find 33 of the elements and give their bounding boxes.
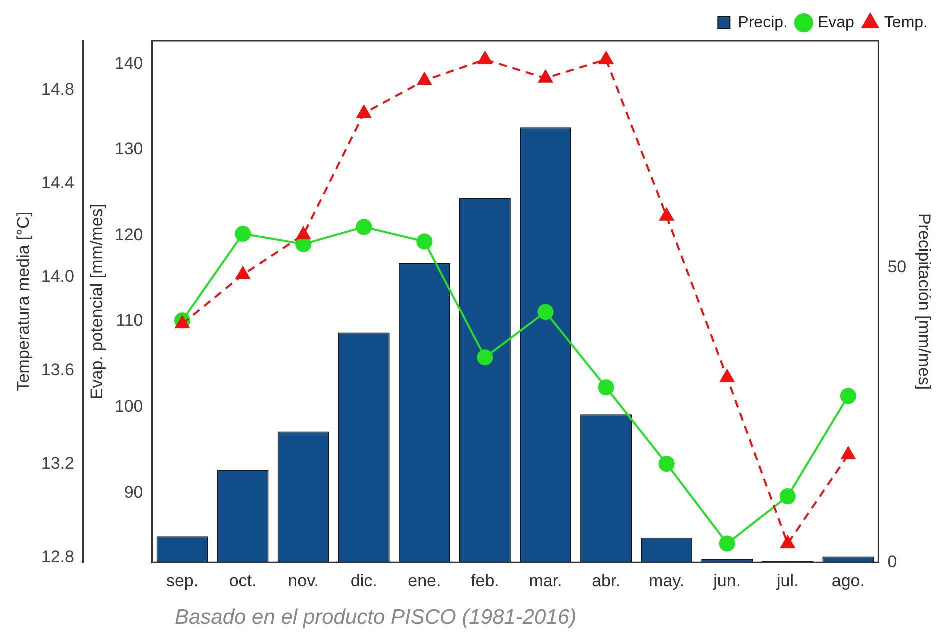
legend-label: Precip.	[738, 14, 788, 32]
x-tick-label: oct.	[229, 571, 257, 590]
y-tick-label: 140	[114, 54, 144, 73]
x-tick-label: jul.	[776, 571, 799, 590]
legend-label: Evap	[818, 14, 855, 32]
text: Basado en el producto PISCO (1981-2016)	[175, 606, 577, 630]
y3-tick-label: 14.8	[41, 80, 74, 99]
y2-tick-label: 50	[888, 258, 907, 277]
y-tick-label: 110	[116, 311, 144, 330]
x-tick-label: feb.	[471, 571, 500, 590]
x-tick-label: mar.	[529, 571, 562, 590]
x-tick-label: jun.	[712, 571, 742, 590]
y-tick-label: 90	[124, 482, 144, 502]
x-tick-label: may.	[649, 571, 685, 590]
x-tick-label: dic.	[350, 571, 378, 590]
y3-axis-title: Temperatura media [°C]	[14, 212, 33, 392]
legend-label: Temp.	[884, 14, 928, 32]
y3-tick-label: 14.4	[41, 173, 74, 192]
y-axis-title: Evap. potencial [mm/mes]	[87, 204, 106, 400]
x-tick-label: nov.	[288, 571, 320, 590]
y3-tick-label: 13.6	[41, 360, 74, 380]
x-tick-label: sep.	[166, 571, 199, 590]
y-tick-label: 100	[114, 397, 144, 416]
x-tick-label: ago.	[832, 571, 865, 590]
x-tick-label: abr.	[592, 571, 620, 590]
y3-tick-label: 12.8	[41, 548, 74, 567]
y2-axis-title: Precipitación [mm/mes]	[915, 213, 934, 390]
y-tick-label: 130	[114, 140, 144, 159]
y3-tick-label: 13.2	[41, 454, 74, 474]
y2-tick-label: 0	[888, 552, 898, 572]
y-tick-label: 120	[114, 225, 144, 244]
x-tick-label: ene.	[408, 571, 442, 590]
y3-tick-label: 14.0	[41, 266, 74, 286]
